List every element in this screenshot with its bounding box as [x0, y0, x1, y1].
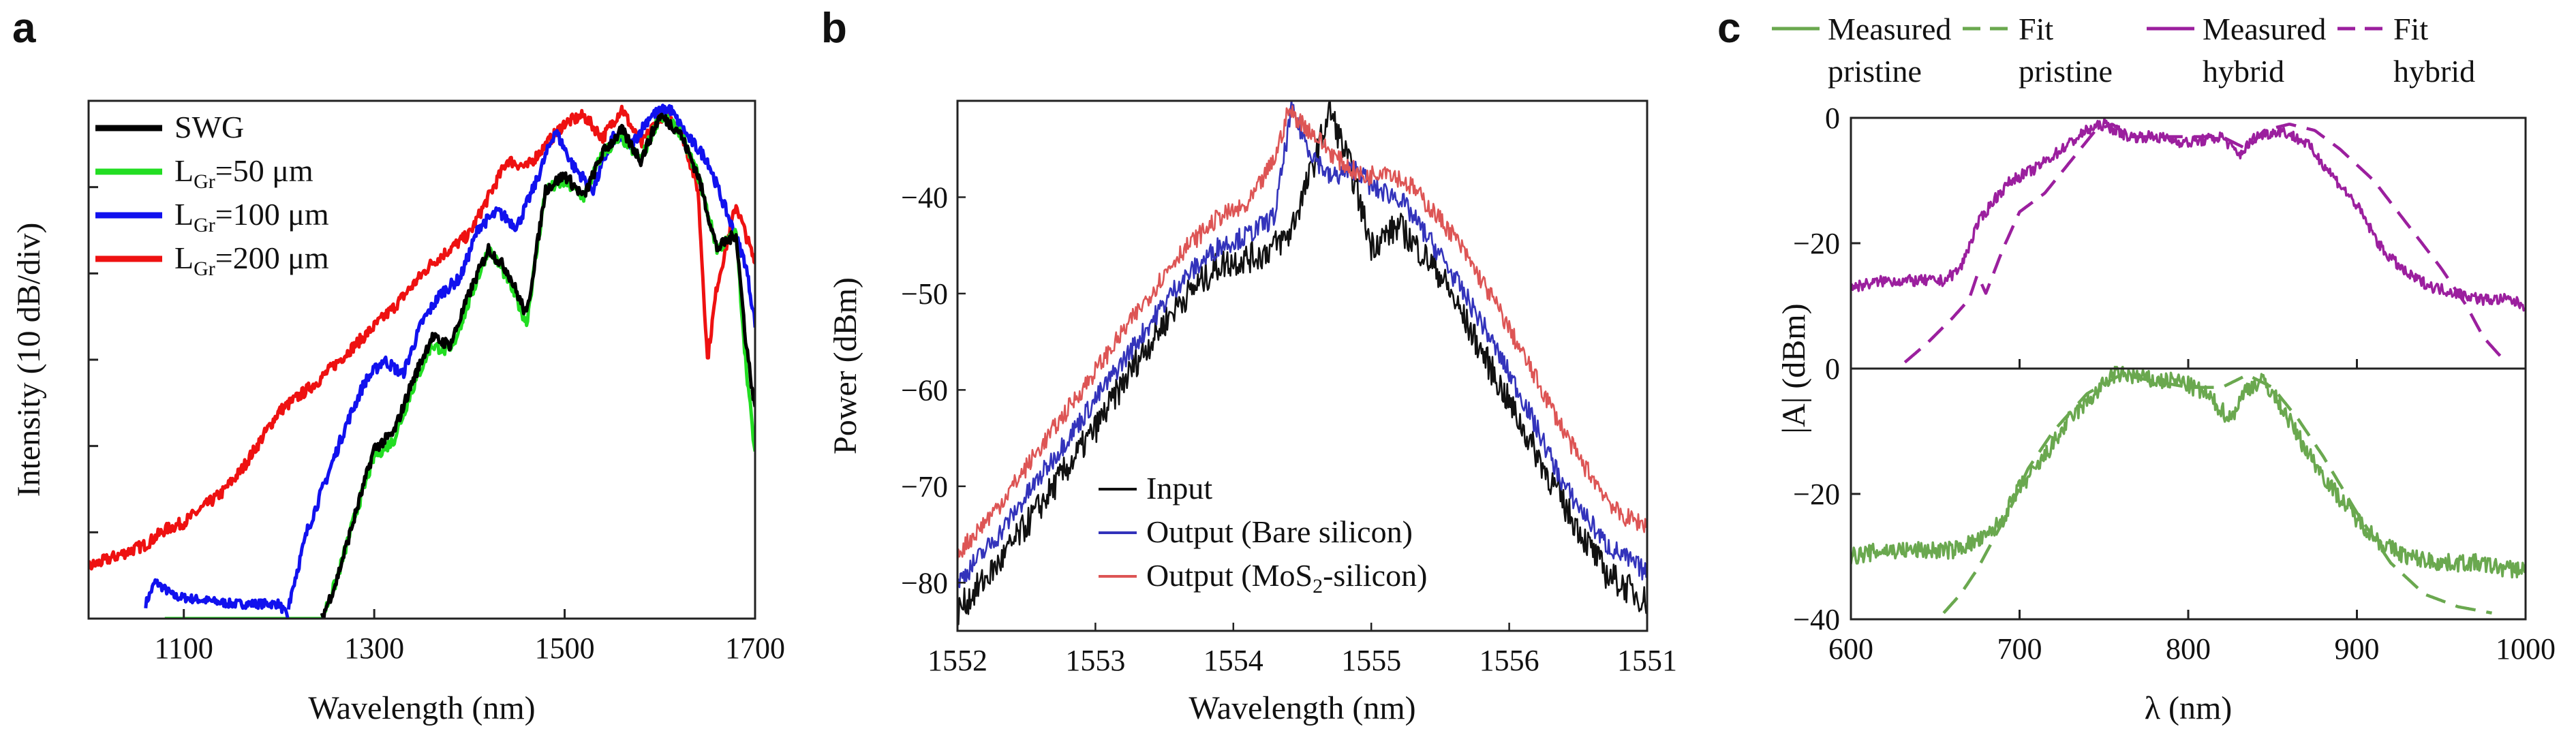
panel-c-series-line: [1851, 117, 2526, 312]
panel-c-ytick-label: 0: [1825, 102, 1840, 135]
panel-a-series: [89, 104, 755, 619]
panel-a-series-line: [320, 112, 755, 619]
panel-c-xtick-label: 800: [2166, 632, 2211, 666]
panel-c-top-frame: [1850, 116, 2527, 370]
panel-b-ytick-label: −40: [901, 181, 948, 214]
panel-c-legend-label: Fit: [2393, 12, 2428, 46]
panel-c-legend-label: pristine: [2019, 54, 2113, 89]
panel-a-chart: 1100 1300 1500 1700 Wavelength (nm) Intensity…: [11, 99, 785, 726]
panel-c-ytick-label: −20: [1793, 478, 1840, 511]
panel-c-legend: Measured pristine Fit pristine Measured hybri…: [1772, 12, 2475, 89]
panel-b-series: [957, 101, 1647, 625]
panel-c-series-line: [1903, 123, 2502, 364]
panel-b-xtick-label: 1554: [1203, 644, 1263, 677]
panel-c-top-series: [1851, 117, 2526, 364]
panel-b-xtick-label: 1551: [1617, 644, 1677, 677]
panel-b-frame: [956, 99, 1649, 632]
panel-c-series-line: [1851, 366, 2526, 579]
panel-b-xlabel: Wavelength (nm): [1189, 690, 1415, 726]
panel-a-legend-label: LGr=100 μm: [174, 197, 329, 236]
panel-b-series-line: [957, 101, 1647, 625]
panel-c-ytick-label: −20: [1793, 227, 1840, 260]
panel-c-bottom-series: [1851, 366, 2526, 615]
panel-c-legend-label: hybrid: [2393, 54, 2475, 89]
panel-c-legend-label: Measured: [2203, 12, 2326, 46]
panel-b-legend: Input Output (Bare silicon) Output (MoS2-s…: [1099, 471, 1427, 597]
panel-b-series-line: [957, 105, 1647, 563]
panel-a-xtick-label: 1300: [344, 632, 404, 665]
panel-c-ytick-label: −40: [1793, 603, 1840, 636]
panel-a-legend: SWG LGr=50 μm LGr=100 μm LGr=200 μm: [95, 110, 329, 280]
panel-c-ytick-label: 0: [1825, 352, 1840, 386]
panel-b-ytick-label: −60: [901, 373, 948, 407]
panel-c-legend-label: pristine: [1828, 54, 1922, 89]
panel-a-xlabel: Wavelength (nm): [308, 690, 535, 726]
panel-b-legend-label: Output (MoS2-silicon): [1146, 558, 1427, 597]
panel-c-xtick-label: 1000: [2496, 632, 2556, 666]
panel-b-chart: 1552 1553 1554 1555 1556 1551 −80 −70 −60 −50 −40 W…: [827, 99, 1677, 726]
panel-b-xtick-label: 1553: [1065, 644, 1125, 677]
panel-a-xtick-label: 1700: [725, 632, 785, 665]
panel-c-legend-label: Measured: [1828, 12, 1951, 46]
panel-b-ytick-label: −70: [901, 470, 948, 503]
panel-a-letter: a: [12, 5, 36, 52]
panel-b-xtick-label: 1556: [1479, 644, 1539, 677]
panel-b-legend-label: Output (Bare silicon): [1146, 514, 1413, 549]
panel-b-ylabel: Power (dBm): [827, 277, 863, 454]
panel-a-xtick-label: 1500: [535, 632, 595, 665]
panel-b-ytick-label: −80: [901, 566, 948, 600]
panel-c-xtick-label: 700: [1997, 632, 2042, 666]
panel-b-letter: b: [821, 5, 847, 52]
panel-c-legend-label: Fit: [2019, 12, 2053, 46]
panel-a-legend-label: LGr=50 μm: [174, 153, 313, 193]
panel-c-xtick-label: 600: [1828, 632, 1873, 666]
panel-b-xtick-label: 1555: [1341, 644, 1401, 677]
panel-a-legend-label: SWG: [174, 110, 244, 144]
panel-c-legend-label: hybrid: [2203, 54, 2284, 89]
panel-a-series-line: [144, 578, 290, 619]
panel-a-series-line: [89, 104, 755, 571]
panel-c-xtick-label: 900: [2335, 632, 2380, 666]
panel-c-xlabel: λ (nm): [2145, 690, 2233, 726]
panel-a-series-line: [286, 104, 755, 610]
panel-b-ytick-label: −50: [901, 277, 948, 311]
panel-b-xtick-label: 1552: [927, 644, 987, 677]
panel-b-legend-label: Input: [1146, 471, 1212, 506]
panel-c-bottom-frame: [1850, 367, 2527, 621]
panel-b-series-line: [957, 101, 1647, 589]
panel-a-legend-label: LGr=200 μm: [174, 240, 329, 280]
panel-a-ylabel: Intensity (10 dB/div): [11, 223, 47, 497]
panel-a-xtick-label: 1100: [155, 632, 213, 665]
panel-c-letter: c: [1717, 5, 1741, 52]
panel-c-ylabel: |A| (dBm): [1776, 303, 1812, 433]
